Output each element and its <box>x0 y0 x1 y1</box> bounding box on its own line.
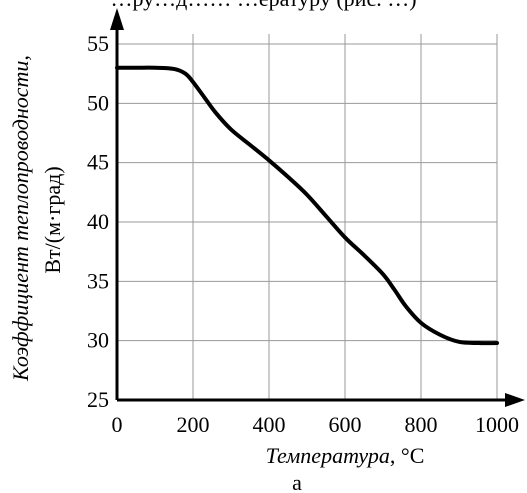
x-tick-label-1000: 1000 <box>475 412 519 437</box>
x-axis-title-quantity: Температура <box>266 443 390 468</box>
y-axis-title-line2: Вт/(м·град) <box>40 166 65 273</box>
x-tick-label-0: 0 <box>112 412 123 437</box>
x-axis-title-unit: , °C <box>390 443 424 468</box>
x-axis-title: Температура, °C <box>266 443 425 468</box>
x-tick-label-800: 800 <box>405 412 438 437</box>
y-tick-label-30: 30 <box>87 328 109 353</box>
x-tick-label-400: 400 <box>253 412 286 437</box>
grid-lines <box>117 34 498 400</box>
axes <box>110 8 525 407</box>
cut-off-header-text: …ру…д…… …ературу (рис. …) <box>0 0 527 12</box>
y-tick-label-40: 40 <box>87 209 109 234</box>
x-tick-label-200: 200 <box>177 412 210 437</box>
y-tick-label-55: 55 <box>87 31 109 56</box>
caption-label: а <box>292 470 302 493</box>
y-axis-title-line1: Коэффициент теплопроводности, <box>8 55 33 382</box>
y-tick-label-50: 50 <box>87 90 109 115</box>
y-tick-label-35: 35 <box>87 268 109 293</box>
series-line-conductivity <box>115 65 499 346</box>
y-tick-labels: 25 30 35 40 45 50 55 <box>87 31 109 412</box>
x-tick-label-600: 600 <box>329 412 362 437</box>
x-axis-arrow <box>505 393 525 407</box>
x-tick-labels: 0 200 400 600 800 1000 <box>112 412 520 437</box>
y-axis-arrow <box>110 8 124 30</box>
y-tick-label-45: 45 <box>87 150 109 175</box>
data-series <box>115 65 499 346</box>
y-tick-label-25: 25 <box>87 387 109 412</box>
